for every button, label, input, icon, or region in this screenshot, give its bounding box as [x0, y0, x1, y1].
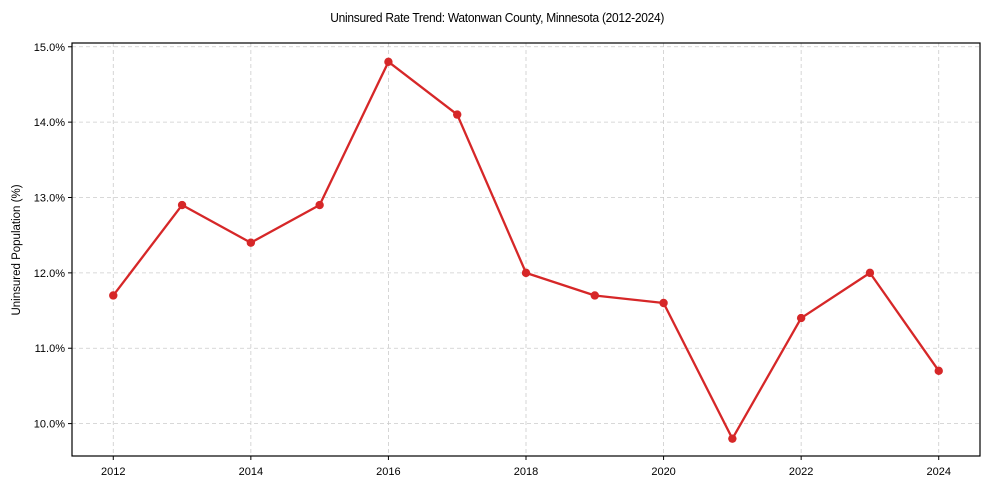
y-tick-label: 11.0%	[35, 343, 66, 355]
x-axis: 2012 2014 2016 2018 2020 2022 2024	[101, 456, 951, 478]
data-point-marker	[177, 200, 187, 210]
data-point-marker	[109, 291, 118, 300]
x-tick-label: 2018	[514, 466, 538, 478]
data-series	[109, 57, 943, 443]
data-point-marker	[590, 291, 599, 300]
y-tick-label: 14.0%	[34, 117, 65, 129]
x-tick-label: 2024	[926, 466, 950, 478]
grid-lines	[72, 43, 980, 456]
data-point-marker	[796, 313, 806, 323]
x-tick-label: 2020	[651, 466, 675, 478]
data-point-marker	[384, 57, 393, 67]
x-tick-label: 2016	[376, 466, 400, 478]
y-tick-label: 10.0%	[34, 419, 65, 431]
y-tick-label: 15.0%	[34, 42, 65, 54]
data-point-marker	[659, 298, 668, 308]
x-tick-label: 2014	[239, 466, 263, 478]
data-point-marker	[865, 268, 875, 278]
data-point-marker	[934, 366, 943, 376]
data-point-marker	[246, 238, 256, 247]
data-point-marker	[453, 110, 462, 119]
y-tick-label: 13.0%	[34, 192, 65, 204]
y-axis-label: Uninsured Population (%)	[11, 184, 23, 315]
y-tick-label: 12.0%	[34, 268, 65, 280]
data-point-marker	[521, 268, 531, 278]
data-point-marker	[728, 434, 737, 443]
chart-title: Uninsured Rate Trend: Watonwan County, M…	[330, 10, 665, 25]
data-point-marker	[315, 200, 324, 210]
y-axis: 10.0% 11.0% 12.0% 13.0% 14.0% 15.0%	[34, 42, 72, 431]
x-tick-label: 2022	[789, 466, 813, 478]
x-tick-label: 2012	[101, 466, 125, 478]
